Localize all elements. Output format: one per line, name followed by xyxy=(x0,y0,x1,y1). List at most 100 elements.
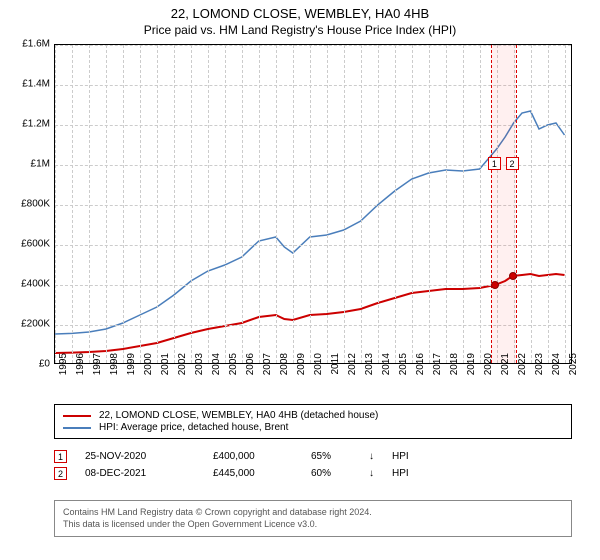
x-axis-tick-label: 2023 xyxy=(534,353,545,383)
legend-swatch xyxy=(63,415,91,417)
down-arrow-icon: ↓ xyxy=(369,451,374,462)
x-axis-tick-label: 2006 xyxy=(245,353,256,383)
x-axis-tick-label: 2003 xyxy=(194,353,205,383)
x-axis-tick-label: 2010 xyxy=(313,353,324,383)
marker-table-number-box: 1 xyxy=(54,450,67,463)
legend-item: 22, LOMOND CLOSE, WEMBLEY, HA0 4HB (deta… xyxy=(63,410,563,421)
gridline-vertical xyxy=(412,45,413,363)
y-axis-tick-label: £1M xyxy=(8,159,50,170)
x-axis-tick-label: 1995 xyxy=(58,353,69,383)
x-axis-tick-label: 2015 xyxy=(398,353,409,383)
gridline-vertical xyxy=(242,45,243,363)
gridline-vertical xyxy=(480,45,481,363)
legend-label: 22, LOMOND CLOSE, WEMBLEY, HA0 4HB (deta… xyxy=(99,410,378,421)
gridline-vertical xyxy=(446,45,447,363)
gridline-vertical xyxy=(208,45,209,363)
marker-highlight-band xyxy=(491,45,516,363)
price-marker-dot xyxy=(491,281,499,289)
chart-legend: 22, LOMOND CLOSE, WEMBLEY, HA0 4HB (deta… xyxy=(54,404,572,439)
x-axis-tick-label: 2018 xyxy=(449,353,460,383)
x-axis-tick-label: 2024 xyxy=(551,353,562,383)
gridline-vertical xyxy=(395,45,396,363)
gridline-vertical xyxy=(531,45,532,363)
gridline-vertical xyxy=(174,45,175,363)
gridline-vertical xyxy=(225,45,226,363)
footer-line-2: This data is licensed under the Open Gov… xyxy=(63,519,563,531)
marker-table-number-box: 2 xyxy=(54,467,67,480)
marker-table-compare-label: HPI xyxy=(392,451,409,462)
gridline-vertical xyxy=(106,45,107,363)
gridline-vertical xyxy=(157,45,158,363)
marker-table-date: 25-NOV-2020 xyxy=(85,451,195,462)
y-axis-tick-label: £200K xyxy=(8,319,50,330)
x-axis-tick-label: 1997 xyxy=(92,353,103,383)
footer-line-1: Contains HM Land Registry data © Crown c… xyxy=(63,507,563,519)
x-axis-tick-label: 2020 xyxy=(483,353,494,383)
x-axis-tick-label: 2008 xyxy=(279,353,290,383)
legend-label: HPI: Average price, detached house, Bren… xyxy=(99,422,288,433)
x-axis-tick-label: 2021 xyxy=(500,353,511,383)
x-axis-tick-label: 2009 xyxy=(296,353,307,383)
chart-subtitle: Price paid vs. HM Land Registry's House … xyxy=(0,21,600,41)
marker-table-price: £400,000 xyxy=(213,451,293,462)
x-axis-tick-label: 1999 xyxy=(126,353,137,383)
y-axis-tick-label: £0 xyxy=(8,359,50,370)
gridline-vertical xyxy=(548,45,549,363)
price-marker-dot xyxy=(509,272,517,280)
chart-plot-area: 12 xyxy=(54,44,572,364)
gridline-vertical xyxy=(310,45,311,363)
chart-title-address: 22, LOMOND CLOSE, WEMBLEY, HA0 4HB xyxy=(0,0,600,21)
legend-swatch xyxy=(63,427,91,429)
y-axis-tick-label: £800K xyxy=(8,199,50,210)
x-axis-tick-label: 2002 xyxy=(177,353,188,383)
x-axis-tick-label: 2004 xyxy=(211,353,222,383)
price-marker-number-box: 1 xyxy=(488,157,501,170)
gridline-vertical xyxy=(89,45,90,363)
marker-table-compare-label: HPI xyxy=(392,468,409,479)
x-axis-tick-label: 2025 xyxy=(568,353,579,383)
gridline-vertical xyxy=(191,45,192,363)
x-axis-tick-label: 2022 xyxy=(517,353,528,383)
x-axis-tick-label: 2007 xyxy=(262,353,273,383)
marker-table-percent: 60% xyxy=(311,468,351,479)
gridline-vertical xyxy=(361,45,362,363)
gridline-vertical xyxy=(463,45,464,363)
gridline-vertical xyxy=(123,45,124,363)
marker-table-date: 08-DEC-2021 xyxy=(85,468,195,479)
x-axis-tick-label: 2016 xyxy=(415,353,426,383)
gridline-vertical xyxy=(378,45,379,363)
x-axis-tick-label: 2013 xyxy=(364,353,375,383)
x-axis-tick-label: 2017 xyxy=(432,353,443,383)
gridline-vertical xyxy=(55,45,56,363)
x-axis-tick-label: 2011 xyxy=(330,353,341,383)
y-axis-tick-label: £400K xyxy=(8,279,50,290)
gridline-vertical xyxy=(327,45,328,363)
x-axis-tick-label: 1998 xyxy=(109,353,120,383)
gridline-vertical xyxy=(140,45,141,363)
marker-vertical-line xyxy=(491,45,492,363)
legend-item: HPI: Average price, detached house, Bren… xyxy=(63,422,563,433)
price-marker-number-box: 2 xyxy=(506,157,519,170)
x-axis-tick-label: 2012 xyxy=(347,353,358,383)
y-axis-tick-label: £1.6M xyxy=(8,39,50,50)
down-arrow-icon: ↓ xyxy=(369,468,374,479)
y-axis-tick-label: £1.4M xyxy=(8,79,50,90)
data-attribution-footer: Contains HM Land Registry data © Crown c… xyxy=(54,500,572,537)
x-axis-tick-label: 2001 xyxy=(160,353,171,383)
x-axis-tick-label: 1996 xyxy=(75,353,86,383)
x-axis-tick-label: 2019 xyxy=(466,353,477,383)
gridline-vertical xyxy=(293,45,294,363)
x-axis-tick-label: 2000 xyxy=(143,353,154,383)
marker-table-price: £445,000 xyxy=(213,468,293,479)
gridline-vertical xyxy=(259,45,260,363)
gridline-vertical xyxy=(276,45,277,363)
marker-table-percent: 65% xyxy=(311,451,351,462)
marker-vertical-line xyxy=(516,45,517,363)
y-axis-tick-label: £600K xyxy=(8,239,50,250)
marker-table-row: 2 08-DEC-2021 £445,000 60% ↓ HPI xyxy=(54,467,572,480)
marker-table-row: 1 25-NOV-2020 £400,000 65% ↓ HPI xyxy=(54,450,572,463)
gridline-vertical xyxy=(429,45,430,363)
y-axis-tick-label: £1.2M xyxy=(8,119,50,130)
gridline-vertical xyxy=(565,45,566,363)
x-axis-tick-label: 2014 xyxy=(381,353,392,383)
